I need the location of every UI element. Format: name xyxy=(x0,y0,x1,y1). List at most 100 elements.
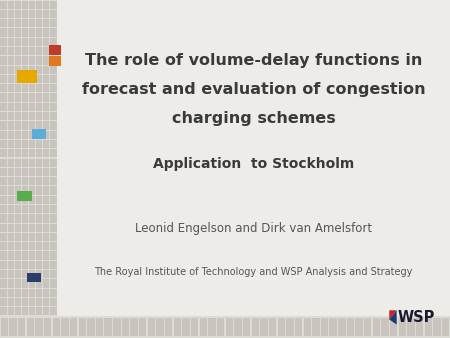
Bar xyxy=(416,318,423,336)
Bar xyxy=(22,307,28,315)
Bar xyxy=(22,168,28,176)
Bar xyxy=(15,94,21,102)
Bar xyxy=(8,270,14,278)
Bar xyxy=(0,28,7,37)
Bar xyxy=(8,187,14,195)
Bar xyxy=(200,318,207,336)
Bar xyxy=(35,318,43,336)
Bar xyxy=(15,168,21,176)
Bar xyxy=(36,242,42,250)
Bar xyxy=(36,289,42,297)
Text: Leonid Engelson and Dirk van Amelsfort: Leonid Engelson and Dirk van Amelsfort xyxy=(135,222,372,235)
Bar xyxy=(0,47,7,55)
Bar xyxy=(50,233,57,241)
Bar xyxy=(29,242,35,250)
Bar xyxy=(15,103,21,111)
Bar xyxy=(43,10,50,18)
Bar xyxy=(29,233,35,241)
Bar xyxy=(15,56,21,65)
Bar xyxy=(36,307,42,315)
Bar xyxy=(22,121,28,129)
Bar xyxy=(15,19,21,27)
Bar xyxy=(43,224,50,232)
Bar xyxy=(50,289,57,297)
Bar xyxy=(0,298,7,306)
Bar xyxy=(8,84,14,92)
Bar xyxy=(8,251,14,260)
Bar xyxy=(36,84,42,92)
Bar xyxy=(29,112,35,120)
Bar xyxy=(50,103,57,111)
Bar xyxy=(43,187,50,195)
Bar xyxy=(29,84,35,92)
Bar xyxy=(29,261,35,269)
Bar xyxy=(182,318,190,336)
Bar xyxy=(43,1,50,9)
Bar xyxy=(22,196,28,204)
Bar xyxy=(22,47,28,55)
Bar xyxy=(29,177,35,185)
Bar xyxy=(29,159,35,167)
Bar xyxy=(399,318,406,336)
Bar xyxy=(8,103,14,111)
Bar xyxy=(8,56,14,65)
Bar xyxy=(50,251,57,260)
Bar xyxy=(36,140,42,148)
Bar xyxy=(36,233,42,241)
Bar xyxy=(191,318,198,336)
Bar xyxy=(36,56,42,65)
Bar xyxy=(15,177,21,185)
Bar xyxy=(43,56,50,65)
Bar xyxy=(29,168,35,176)
Bar xyxy=(36,10,42,18)
Bar xyxy=(29,10,35,18)
Bar xyxy=(8,28,14,37)
Bar xyxy=(29,289,35,297)
Bar xyxy=(104,318,112,336)
Bar xyxy=(50,1,57,9)
Bar xyxy=(50,75,57,83)
Bar xyxy=(43,177,50,185)
Bar xyxy=(8,38,14,46)
Bar xyxy=(8,196,14,204)
Bar xyxy=(8,242,14,250)
Bar xyxy=(8,75,14,83)
Bar xyxy=(36,205,42,213)
Bar xyxy=(36,75,42,83)
Bar xyxy=(295,318,302,336)
Bar xyxy=(22,159,28,167)
Bar xyxy=(50,94,57,102)
Bar xyxy=(15,280,21,288)
Bar xyxy=(29,75,35,83)
Bar xyxy=(36,28,42,37)
Bar xyxy=(269,318,276,336)
Bar xyxy=(43,298,50,306)
Bar xyxy=(50,307,57,315)
Bar xyxy=(43,121,50,129)
Bar xyxy=(50,66,57,74)
Bar xyxy=(43,289,50,297)
Bar xyxy=(29,149,35,158)
Bar xyxy=(304,318,311,336)
Bar xyxy=(43,149,50,158)
Bar xyxy=(0,84,7,92)
Bar xyxy=(8,214,14,222)
Bar xyxy=(0,149,7,158)
Bar xyxy=(50,261,57,269)
Bar xyxy=(15,112,21,120)
Bar xyxy=(50,168,57,176)
Bar xyxy=(15,75,21,83)
Bar xyxy=(36,159,42,167)
Bar xyxy=(22,75,28,83)
Bar xyxy=(43,112,50,120)
Bar xyxy=(50,84,57,92)
Text: WSP: WSP xyxy=(398,310,436,325)
Bar xyxy=(29,224,35,232)
Bar xyxy=(22,251,28,260)
Bar xyxy=(407,318,415,336)
Bar xyxy=(36,196,42,204)
Bar xyxy=(15,270,21,278)
Bar xyxy=(8,66,14,74)
Bar xyxy=(286,318,293,336)
Bar xyxy=(87,318,94,336)
